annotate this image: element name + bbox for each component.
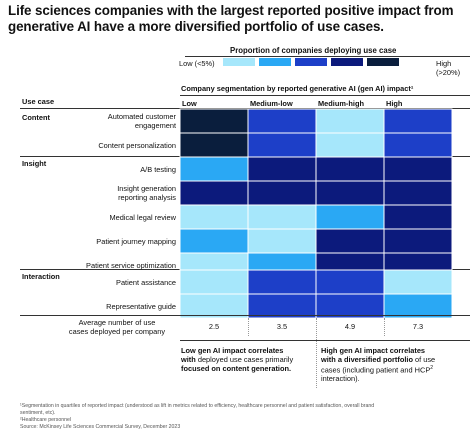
heatmap-cell-r1-medium-high bbox=[315, 108, 385, 134]
heatmap-cell-r3-medium-low bbox=[247, 156, 317, 182]
heatmap-cell-r1-low bbox=[179, 108, 249, 134]
heatmap-cell-r2-low bbox=[179, 132, 249, 158]
footnote-1-cont: sentiment, etc). bbox=[20, 410, 56, 416]
chart-title: Life sciences companies with the largest… bbox=[8, 3, 454, 34]
column-header-low: Low bbox=[182, 99, 197, 108]
average-label-line-2: cases deployed per company bbox=[68, 327, 166, 336]
average-label: Average number of use cases deployed per… bbox=[55, 318, 179, 336]
note-high-bold-2: with a diversified portfolio bbox=[321, 355, 413, 364]
row-label-3: A/B testing bbox=[40, 157, 176, 181]
note-low-text-1: deployed use cases primarily bbox=[195, 355, 294, 364]
note-high-text-1: of use bbox=[412, 355, 436, 364]
row-label-7-line-1: Patient service optimization bbox=[86, 260, 176, 270]
column-header-medium-high: Medium-high bbox=[318, 99, 364, 108]
footnote-source: Source: McKinsey Life Sciences Commercia… bbox=[20, 424, 181, 430]
heatmap-grid bbox=[179, 108, 453, 319]
legend-swatch-2 bbox=[259, 58, 291, 66]
legend-low-label: Low (<5%) bbox=[179, 59, 215, 68]
row-label-4-line-1: Insight generation bbox=[117, 184, 176, 193]
use-case-header: Use case bbox=[22, 97, 55, 106]
heatmap-cell-r3-high bbox=[383, 156, 453, 182]
note-low-impact: Low gen AI impact correlates with deploy… bbox=[181, 346, 313, 373]
group-label-content: Content bbox=[22, 113, 50, 122]
segmentation-title: Company segmentation by reported generat… bbox=[181, 84, 414, 93]
legend-swatch-4 bbox=[331, 58, 363, 66]
heatmap-cell-r2-high bbox=[383, 132, 453, 158]
row-label-6-line-1: Patient journey mapping bbox=[96, 236, 176, 246]
row-label-2-line-1: Content personalization bbox=[98, 140, 176, 150]
heatmap-cell-r9-medium-high bbox=[315, 293, 385, 319]
column-header-medium-low: Medium-low bbox=[250, 99, 293, 108]
heatmap-cell-r8-medium-low bbox=[247, 269, 317, 295]
heatmap-cell-r2-medium-low bbox=[247, 132, 317, 158]
average-value-high: 7.3 bbox=[412, 322, 424, 331]
column-separator-2 bbox=[316, 318, 317, 388]
heatmap-cell-r5-medium-low bbox=[247, 204, 317, 230]
heatmap-cell-r6-high bbox=[383, 228, 453, 254]
heatmap-cell-r2-medium-high bbox=[315, 132, 385, 158]
heatmap-cell-r4-medium-high bbox=[315, 180, 385, 206]
heatmap-cell-r3-low bbox=[179, 156, 249, 182]
notes-rule bbox=[180, 340, 470, 341]
average-value-medium-low: 3.5 bbox=[276, 322, 288, 331]
row-label-8: Patient assistance bbox=[40, 270, 176, 294]
row-label-7: Patient service optimization bbox=[40, 253, 176, 277]
column-separator-3 bbox=[384, 318, 385, 336]
heatmap-cell-r6-medium-low bbox=[247, 228, 317, 254]
row-label-4-line-2: reporting analysis bbox=[118, 193, 176, 202]
legend-swatch-3 bbox=[295, 58, 327, 66]
group-label-interaction: Interaction bbox=[22, 272, 60, 281]
group-label-insight: Insight bbox=[22, 159, 47, 168]
heatmap-cell-r8-high bbox=[383, 269, 453, 295]
heatmap-cell-r8-medium-high bbox=[315, 269, 385, 295]
heatmap-cell-r1-high bbox=[383, 108, 453, 134]
row-label-9: Representative guide bbox=[40, 294, 176, 318]
legend-swatch-5 bbox=[367, 58, 399, 66]
heatmap-cell-r3-medium-high bbox=[315, 156, 385, 182]
heatmap-cell-r6-medium-high bbox=[315, 228, 385, 254]
note-high-bold-1: High gen AI impact correlates bbox=[321, 346, 426, 355]
footnote-1: ¹Segmentation in quartiles of reported i… bbox=[20, 403, 375, 409]
heatmap-cell-r1-medium-low bbox=[247, 108, 317, 134]
note-low-bold-3: focused on content generation. bbox=[181, 364, 292, 373]
note-high-text-3: interaction). bbox=[321, 374, 360, 384]
row-label-5-line-1: Medical legal review bbox=[109, 212, 176, 222]
note-low-bold-1: Low gen AI impact correlates bbox=[181, 346, 284, 355]
segmentation-rule bbox=[180, 95, 470, 96]
row-label-3-line-1: A/B testing bbox=[140, 164, 176, 174]
column-separator-1 bbox=[248, 318, 249, 336]
heatmap-cell-r6-low bbox=[179, 228, 249, 254]
footnote-2: ²Healthcare personnel bbox=[20, 417, 72, 423]
legend-title: Proportion of companies deploying use ca… bbox=[230, 46, 397, 55]
row-label-8-line-1: Patient assistance bbox=[116, 277, 176, 287]
note-high-superscript: 2 bbox=[430, 365, 434, 371]
average-label-line-1: Average number of use bbox=[78, 318, 156, 327]
heatmap-cell-r4-high bbox=[383, 180, 453, 206]
note-high-impact: High gen AI impact correlates with a div… bbox=[321, 346, 471, 383]
row-label-4: Insight generation reporting analysis bbox=[40, 181, 176, 205]
legend-swatch-1 bbox=[223, 58, 255, 66]
heatmap-cell-r9-high bbox=[383, 293, 453, 319]
legend-rule bbox=[185, 56, 470, 57]
average-value-low: 2.5 bbox=[208, 322, 220, 331]
heatmap-cell-r5-medium-high bbox=[315, 204, 385, 230]
note-high-text-2: cases (including patient and HCP bbox=[321, 365, 431, 375]
row-label-5: Medical legal review bbox=[40, 205, 176, 229]
row-label-1: Automated customer engagement bbox=[40, 109, 176, 133]
heatmap-cell-r4-low bbox=[179, 180, 249, 206]
average-rule bbox=[20, 315, 470, 316]
row-label-6: Patient journey mapping bbox=[40, 229, 176, 253]
heatmap-cell-r4-medium-low bbox=[247, 180, 317, 206]
heatmap-cell-r5-high bbox=[383, 204, 453, 230]
note-low-bold-2: with bbox=[181, 355, 196, 364]
heatmap-cell-r5-low bbox=[179, 204, 249, 230]
legend-high-label: High (>20%) bbox=[436, 59, 461, 77]
average-value-medium-high: 4.9 bbox=[344, 322, 356, 331]
row-label-9-line-1: Representative guide bbox=[106, 301, 176, 311]
row-label-1-line-2: engagement bbox=[134, 121, 176, 130]
heatmap-cell-r8-low bbox=[179, 269, 249, 295]
row-label-1-line-1: Automated customer bbox=[107, 112, 176, 121]
column-header-high: High bbox=[386, 99, 403, 108]
row-label-2: Content personalization bbox=[40, 133, 176, 157]
